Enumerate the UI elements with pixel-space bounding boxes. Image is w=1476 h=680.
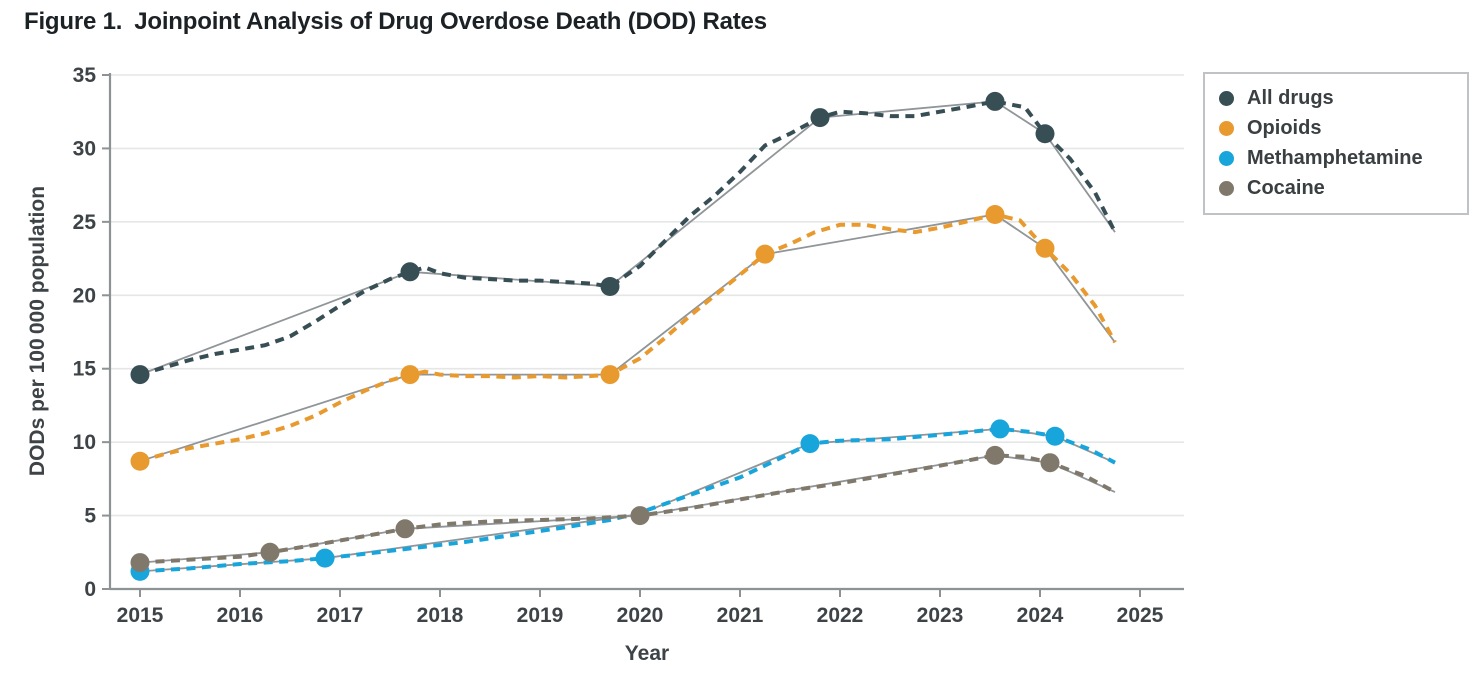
- joinpoint-marker-all-drugs-4: [985, 91, 1005, 111]
- chart-legend: All drugs Opioids Methamphetamine Cocaine: [1203, 72, 1469, 215]
- legend-label: All drugs: [1247, 86, 1334, 109]
- x-tick-label-2023: 2023: [917, 604, 964, 627]
- figure-title-text: Joinpoint Analysis of Drug Overdose Deat…: [134, 8, 767, 35]
- y-tick-label-35: 35: [73, 64, 97, 87]
- joinpoint-marker-cocaine-1: [260, 542, 280, 562]
- y-tick-label-15: 15: [73, 358, 97, 381]
- joinpoint-marker-opioids-0: [130, 451, 150, 471]
- joinpoint-marker-cocaine-2: [395, 519, 415, 539]
- legend-label: Methamphetamine: [1247, 146, 1423, 169]
- observed-line-cocaine: [139, 453, 1116, 565]
- fit-line-all-drugs: [139, 100, 1116, 376]
- joinpoint-marker-opioids-5: [1035, 238, 1055, 258]
- y-tick-label-25: 25: [73, 211, 97, 234]
- joinpoint-marker-all-drugs-0: [130, 365, 150, 385]
- joinpoint-marker-all-drugs-2: [600, 276, 620, 296]
- figure-title: Figure 1. Joinpoint Analysis of Drug Over…: [24, 8, 767, 36]
- legend-item-methamphetamine: Methamphetamine: [1219, 143, 1455, 173]
- legend-dot-icon: [1219, 150, 1234, 166]
- joinpoint-marker-opioids-3: [755, 244, 775, 264]
- joinpoint-marker-opioids-1: [400, 365, 420, 385]
- x-tick-label-2019: 2019: [517, 604, 564, 627]
- legend-dot-icon: [1219, 120, 1234, 136]
- legend-item-all-drugs: All drugs: [1219, 83, 1455, 113]
- joinpoint-marker-methamphetamine-1: [315, 548, 335, 568]
- observed-line-all-drugs: [139, 99, 1117, 377]
- joinpoint-marker-cocaine-3: [630, 506, 650, 526]
- y-tick-label-5: 5: [84, 505, 96, 528]
- x-tick-label-2022: 2022: [817, 604, 864, 627]
- legend-item-cocaine: Cocaine: [1219, 173, 1455, 203]
- legend-dot-icon: [1219, 90, 1234, 106]
- x-tick-label-2020: 2020: [617, 604, 664, 627]
- x-tick-label-2018: 2018: [417, 604, 464, 627]
- joinpoint-marker-all-drugs-3: [810, 108, 830, 128]
- x-tick-label-2021: 2021: [717, 604, 764, 627]
- observed-line-opioids: [139, 212, 1117, 464]
- x-tick-label-2024: 2024: [1017, 604, 1064, 627]
- y-tick-label-20: 20: [73, 284, 96, 307]
- y-tick-label-10: 10: [73, 431, 96, 454]
- joinpoint-marker-all-drugs-1: [400, 262, 420, 282]
- legend-dot-icon: [1219, 180, 1234, 196]
- x-tick-label-2015: 2015: [117, 604, 164, 627]
- joinpoint-marker-opioids-2: [600, 365, 620, 385]
- y-tick-label-0: 0: [84, 578, 96, 601]
- joinpoint-marker-all-drugs-5: [1035, 124, 1055, 144]
- x-tick-label-2016: 2016: [217, 604, 264, 627]
- x-axis-title: Year: [625, 642, 669, 665]
- joinpoint-marker-cocaine-4: [985, 445, 1005, 465]
- fit-line-opioids: [139, 213, 1116, 463]
- x-tick-label-2025: 2025: [1117, 604, 1164, 627]
- legend-item-opioids: Opioids: [1219, 113, 1455, 143]
- legend-label: Opioids: [1247, 116, 1322, 139]
- y-axis-title: DODs per 100 000 population: [26, 186, 49, 476]
- legend-label: Cocaine: [1247, 176, 1325, 199]
- figure-number-label: Figure 1.: [24, 8, 123, 35]
- joinpoint-marker-methamphetamine-4: [1045, 426, 1065, 446]
- observed-line-methamphetamine: [139, 426, 1116, 574]
- joinpoint-marker-opioids-4: [985, 205, 1005, 225]
- joinpoint-marker-cocaine-5: [1040, 453, 1060, 473]
- joinpoint-marker-cocaine-0: [130, 553, 150, 573]
- x-tick-label-2017: 2017: [317, 604, 364, 627]
- joinpoint-marker-methamphetamine-3: [990, 419, 1010, 439]
- joinpoint-marker-methamphetamine-2: [800, 434, 820, 454]
- fit-line-cocaine: [139, 454, 1116, 564]
- y-tick-label-30: 30: [73, 137, 96, 160]
